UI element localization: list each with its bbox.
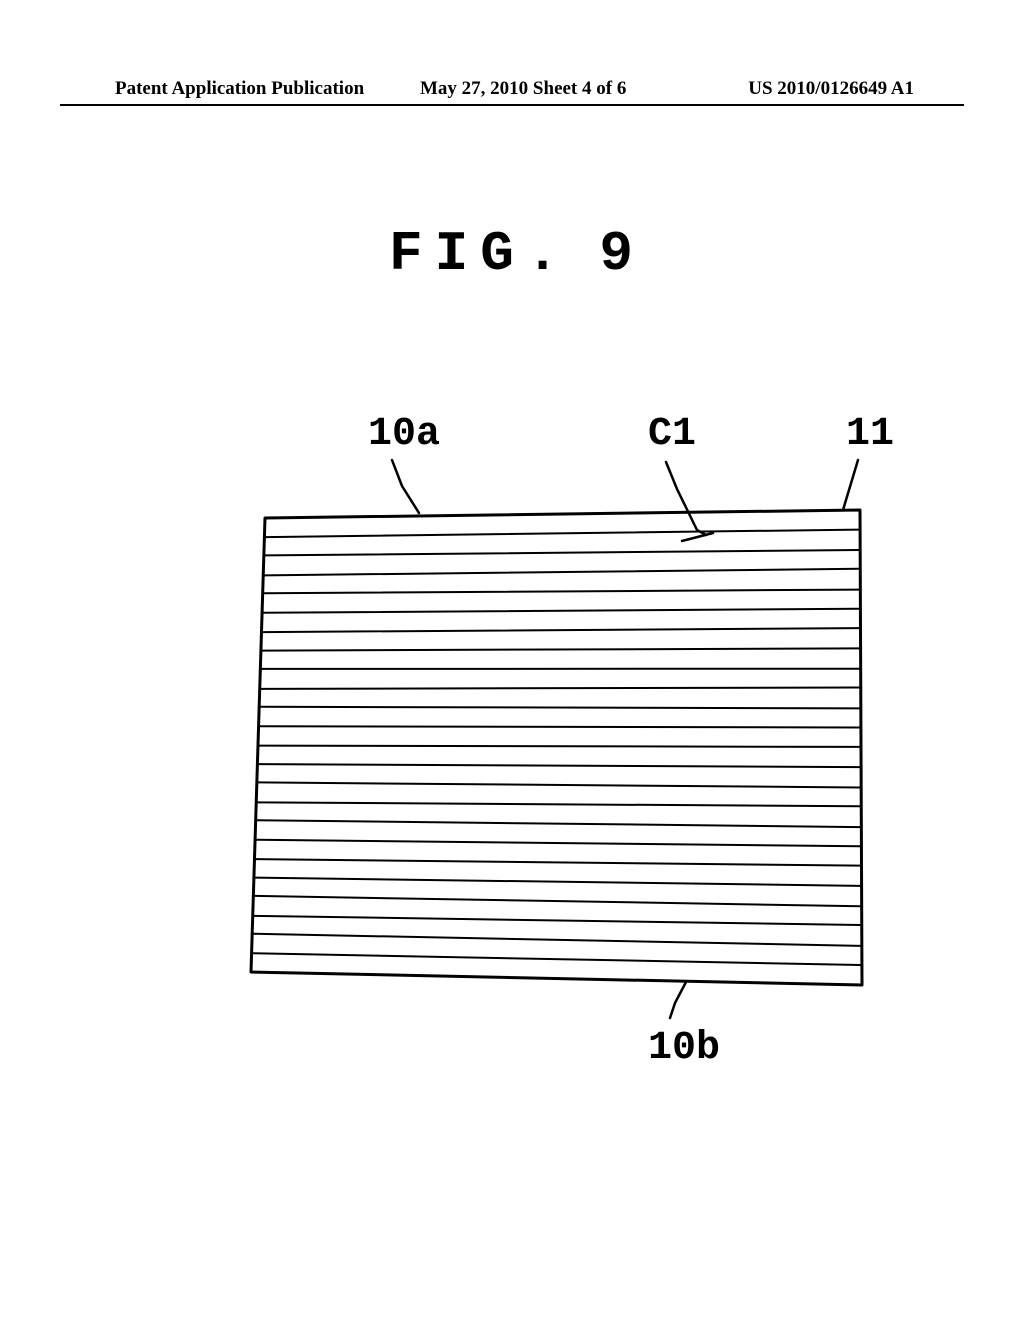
- laminate-layer-line: [260, 726, 859, 727]
- leader-10a: [392, 460, 419, 513]
- figure-title: FIG. 9: [0, 222, 1024, 286]
- label-C1: C1: [648, 412, 696, 457]
- leader-10b: [670, 982, 686, 1018]
- label-10b: 10b: [648, 1026, 720, 1071]
- header-rule: [60, 104, 964, 106]
- figure-diagram: 10a C1 11 10b: [0, 402, 1024, 1122]
- page: Patent Application Publication May 27, 2…: [0, 0, 1024, 1320]
- label-10a: 10a: [368, 412, 440, 457]
- header-date-sheet: May 27, 2010 Sheet 4 of 6: [420, 78, 626, 100]
- leader-11: [843, 460, 858, 510]
- figure-title-number: 9: [599, 222, 635, 286]
- header-pub-number: US 2010/0126649 A1: [748, 78, 914, 100]
- figure-title-prefix: FIG.: [389, 222, 571, 286]
- laminate-layer-line: [260, 746, 860, 747]
- figure-svg: 10a C1 11 10b: [0, 402, 1024, 1122]
- page-header: Patent Application Publication May 27, 2…: [0, 78, 1024, 100]
- laminate-layer-line: [261, 688, 859, 689]
- header-publication-type: Patent Application Publication: [115, 78, 364, 100]
- label-11: 11: [846, 412, 894, 457]
